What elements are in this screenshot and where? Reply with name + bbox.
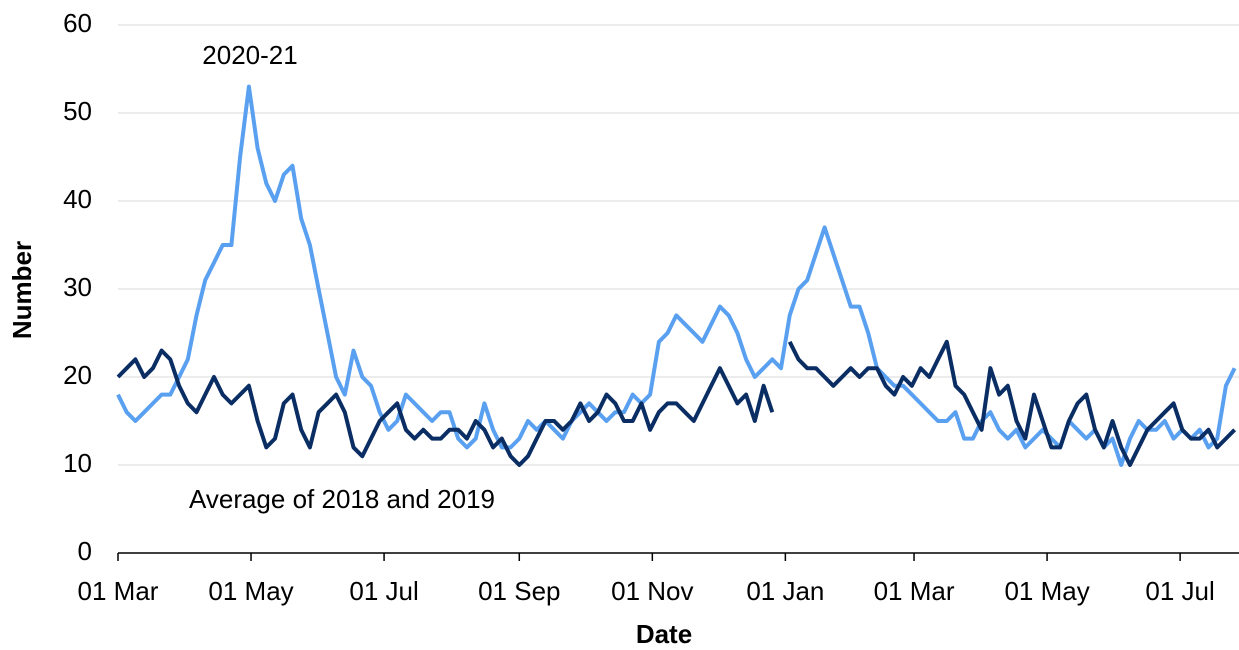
x-axis-label: Date xyxy=(636,619,692,649)
x-tick-label: 01 May xyxy=(1004,576,1089,606)
x-tick-label: 01 Mar xyxy=(78,576,159,606)
x-tick-label: 01 May xyxy=(208,576,293,606)
y-axis-label: Number xyxy=(7,241,37,339)
y-tick-label: 0 xyxy=(78,536,92,566)
y-tick-label: 10 xyxy=(63,448,92,478)
y-tick-label: 50 xyxy=(63,96,92,126)
series-annotation: Average of 2018 and 2019 xyxy=(189,484,495,514)
y-tick-label: 40 xyxy=(63,184,92,214)
series-line xyxy=(116,84,1237,467)
y-tick-label: 60 xyxy=(63,8,92,38)
y-tick-label: 30 xyxy=(63,272,92,302)
series-line xyxy=(116,339,1237,467)
x-tick-label: 01 Nov xyxy=(611,576,693,606)
series-annotation: 2020-21 xyxy=(202,40,297,70)
x-tick-label: 01 Jul xyxy=(1145,576,1214,606)
x-tick-label: 01 Mar xyxy=(874,576,955,606)
y-tick-label: 20 xyxy=(63,360,92,390)
x-tick-label: 01 Jul xyxy=(349,576,418,606)
x-tick-label: 01 Sep xyxy=(478,576,560,606)
x-tick-label: 01 Jan xyxy=(746,576,824,606)
